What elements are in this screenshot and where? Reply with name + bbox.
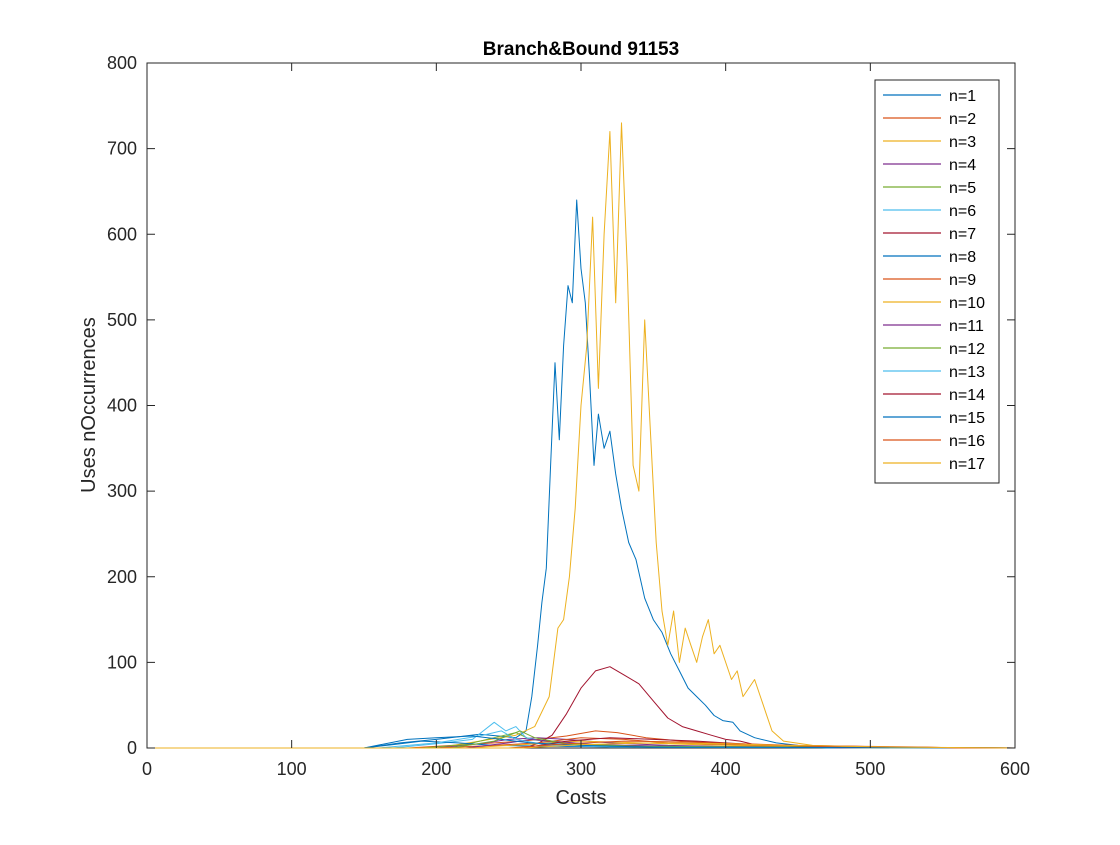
x-tick-label: 100 xyxy=(277,759,307,779)
x-tick-label: 400 xyxy=(711,759,741,779)
y-tick-label: 300 xyxy=(107,481,137,501)
series-line-3 xyxy=(147,122,1016,749)
legend-label-1: n=1 xyxy=(949,88,976,105)
x-tick-label: 200 xyxy=(421,759,451,779)
y-tick-label: 600 xyxy=(107,224,137,244)
y-tick-label: 700 xyxy=(107,139,137,159)
legend-label-14: n=14 xyxy=(949,387,985,404)
legend-box xyxy=(874,79,1000,484)
legend-label-5: n=5 xyxy=(949,180,976,197)
y-axis-label: Uses nOccurrences xyxy=(78,317,100,493)
x-tick-label: 500 xyxy=(855,759,885,779)
y-tick-label: 200 xyxy=(107,567,137,587)
series-layer xyxy=(147,122,1016,749)
legend-label-8: n=8 xyxy=(949,249,976,266)
legend-label-3: n=3 xyxy=(949,134,976,151)
y-tick-label: 100 xyxy=(107,652,137,672)
chart-title: Branch&Bound 91153 xyxy=(483,39,679,60)
legend-label-17: n=17 xyxy=(949,456,985,473)
ticks-layer: 0 100 200 300 400 500 600 0 100 200 300 400 500 600 70… xyxy=(107,53,1030,779)
series-line-13 xyxy=(147,730,1016,749)
legend-label-15: n=15 xyxy=(949,410,985,427)
legend-label-13: n=13 xyxy=(949,364,985,381)
legend: n=1 n=2 n=3 n=4 n=5 n=6 n=7 n=8 n=9 n=10 n=11 n=12 n… xyxy=(874,79,1000,484)
x-tick-label: 0 xyxy=(142,759,152,779)
y-tick-label: 500 xyxy=(107,310,137,330)
y-tick-label: 0 xyxy=(127,738,137,758)
legend-label-10: n=10 xyxy=(949,295,985,312)
series-line-7 xyxy=(147,666,1015,749)
y-tick-label: 400 xyxy=(107,396,137,416)
x-axis-label: Costs xyxy=(555,787,606,809)
legend-label-7: n=7 xyxy=(949,226,976,243)
y-tick-label: 800 xyxy=(107,53,137,73)
legend-label-12: n=12 xyxy=(949,341,985,358)
legend-label-6: n=6 xyxy=(949,203,976,220)
legend-label-11: n=11 xyxy=(949,318,984,335)
legend-label-4: n=4 xyxy=(949,157,976,174)
legend-label-2: n=2 xyxy=(949,111,976,128)
series-line-15 xyxy=(147,735,1016,749)
series-line-12 xyxy=(147,730,1016,749)
legend-label-9: n=9 xyxy=(949,272,976,289)
series-line-1 xyxy=(147,199,1015,749)
legend-label-16: n=16 xyxy=(949,433,985,450)
x-tick-label: 600 xyxy=(1000,759,1030,779)
x-tick-label: 300 xyxy=(566,759,596,779)
